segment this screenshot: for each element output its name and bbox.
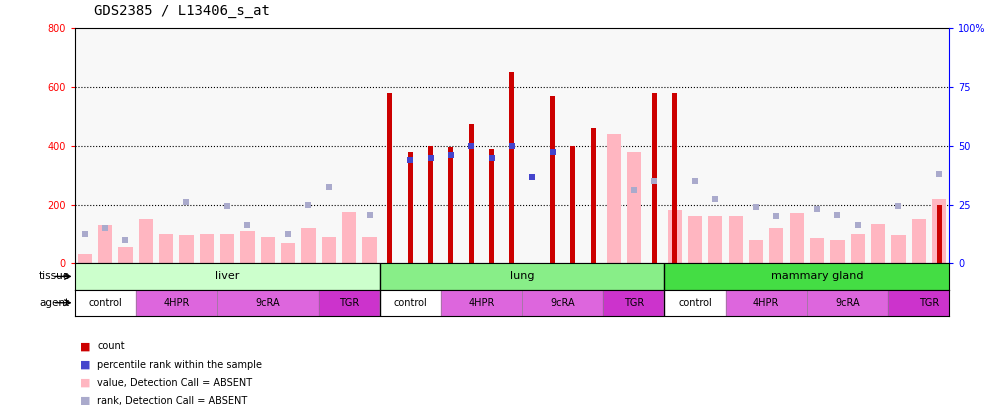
- Bar: [98, 225, 112, 263]
- Text: percentile rank within the sample: percentile rank within the sample: [97, 360, 262, 369]
- Bar: [851, 234, 865, 263]
- Text: control: control: [394, 298, 427, 308]
- Text: TGR: TGR: [339, 298, 359, 308]
- Bar: [241, 231, 254, 263]
- Text: 9cRA: 9cRA: [551, 298, 576, 308]
- Bar: [807, 290, 889, 316]
- Bar: [75, 290, 135, 316]
- Bar: [380, 290, 440, 316]
- Bar: [428, 146, 433, 263]
- Bar: [522, 290, 603, 316]
- Bar: [159, 234, 173, 263]
- Text: TGR: TGR: [918, 298, 939, 308]
- Bar: [664, 263, 969, 290]
- Bar: [590, 128, 595, 263]
- Bar: [78, 254, 91, 263]
- Bar: [871, 224, 886, 263]
- Bar: [217, 290, 319, 316]
- Bar: [220, 234, 235, 263]
- Bar: [322, 237, 336, 263]
- Text: 9cRA: 9cRA: [835, 298, 860, 308]
- Text: GDS2385 / L13406_s_at: GDS2385 / L13406_s_at: [94, 4, 270, 18]
- Bar: [363, 237, 377, 263]
- Bar: [135, 290, 217, 316]
- Bar: [408, 151, 413, 263]
- Bar: [550, 96, 555, 263]
- Bar: [260, 237, 275, 263]
- Bar: [603, 290, 664, 316]
- Text: ■: ■: [80, 396, 90, 405]
- Bar: [75, 263, 380, 290]
- Bar: [509, 72, 515, 263]
- Text: agent: agent: [40, 298, 70, 308]
- Bar: [380, 263, 664, 290]
- Bar: [342, 212, 356, 263]
- Bar: [830, 240, 845, 263]
- Bar: [810, 238, 824, 263]
- Bar: [769, 228, 783, 263]
- Bar: [606, 134, 620, 263]
- Text: ■: ■: [80, 360, 90, 369]
- Text: lung: lung: [510, 271, 535, 281]
- Bar: [652, 93, 657, 263]
- Bar: [571, 146, 576, 263]
- Bar: [789, 213, 804, 263]
- Bar: [489, 149, 494, 263]
- Text: 4HPR: 4HPR: [468, 298, 495, 308]
- Text: tissue: tissue: [39, 271, 70, 281]
- Bar: [911, 219, 925, 263]
- Bar: [729, 216, 743, 263]
- Bar: [440, 290, 522, 316]
- Text: rank, Detection Call = ABSENT: rank, Detection Call = ABSENT: [97, 396, 248, 405]
- Bar: [932, 198, 946, 263]
- Bar: [281, 243, 295, 263]
- Bar: [889, 290, 969, 316]
- Text: liver: liver: [215, 271, 240, 281]
- Bar: [892, 235, 906, 263]
- Bar: [748, 240, 763, 263]
- Text: 4HPR: 4HPR: [163, 298, 190, 308]
- Bar: [664, 290, 726, 316]
- Bar: [688, 216, 702, 263]
- Bar: [118, 247, 132, 263]
- Bar: [672, 93, 677, 263]
- Bar: [301, 228, 316, 263]
- Text: ■: ■: [80, 341, 90, 351]
- Text: control: control: [88, 298, 122, 308]
- Bar: [388, 93, 393, 263]
- Text: control: control: [678, 298, 712, 308]
- Text: TGR: TGR: [624, 298, 644, 308]
- Bar: [708, 216, 723, 263]
- Text: ■: ■: [80, 378, 90, 388]
- Text: 9cRA: 9cRA: [255, 298, 280, 308]
- Text: value, Detection Call = ABSENT: value, Detection Call = ABSENT: [97, 378, 252, 388]
- Bar: [469, 124, 474, 263]
- Text: mammary gland: mammary gland: [770, 271, 864, 281]
- Bar: [138, 219, 153, 263]
- Bar: [936, 205, 941, 263]
- Bar: [448, 147, 453, 263]
- Bar: [726, 290, 807, 316]
- Bar: [200, 234, 214, 263]
- Bar: [179, 235, 194, 263]
- Text: count: count: [97, 341, 125, 351]
- Text: 4HPR: 4HPR: [753, 298, 779, 308]
- Bar: [668, 211, 682, 263]
- Bar: [319, 290, 380, 316]
- Bar: [627, 151, 641, 263]
